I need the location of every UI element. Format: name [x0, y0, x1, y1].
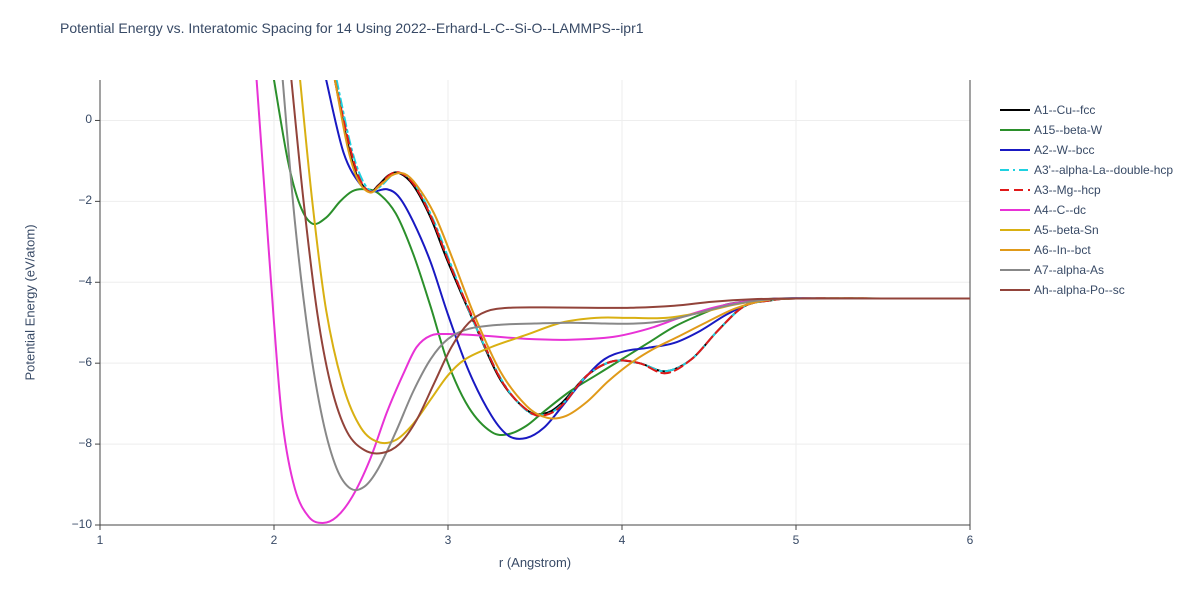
- legend-item[interactable]: A5--beta-Sn: [1000, 220, 1173, 240]
- legend-item[interactable]: A7--alpha-As: [1000, 260, 1173, 280]
- x-tick-label: 2: [254, 533, 294, 547]
- legend-swatch: [1000, 183, 1030, 197]
- legend-label: A15--beta-W: [1034, 123, 1102, 137]
- x-axis-label: r (Angstrom): [100, 555, 970, 570]
- legend-item[interactable]: A15--beta-W: [1000, 120, 1173, 140]
- y-tick-label: 0: [85, 112, 92, 126]
- legend-label: A1--Cu--fcc: [1034, 103, 1095, 117]
- x-tick-label: 4: [602, 533, 642, 547]
- legend-item[interactable]: A3--Mg--hcp: [1000, 180, 1173, 200]
- chart-container: Potential Energy vs. Interatomic Spacing…: [0, 0, 1200, 600]
- legend-item[interactable]: A6--In--bct: [1000, 240, 1173, 260]
- series-line-5[interactable]: [257, 80, 970, 523]
- legend-swatch: [1000, 203, 1030, 217]
- series-line-0[interactable]: [335, 80, 970, 414]
- legend-label: A3--Mg--hcp: [1034, 183, 1101, 197]
- y-tick-label: −10: [72, 517, 92, 531]
- legend-label: Ah--alpha-Po--sc: [1034, 283, 1125, 297]
- x-tick-label: 6: [950, 533, 990, 547]
- legend-item[interactable]: A4--C--dc: [1000, 200, 1173, 220]
- legend-swatch: [1000, 163, 1030, 177]
- legend-label: A4--C--dc: [1034, 203, 1086, 217]
- legend-item[interactable]: Ah--alpha-Po--sc: [1000, 280, 1173, 300]
- series-line-3[interactable]: [337, 80, 970, 416]
- y-tick-label: −8: [78, 436, 92, 450]
- y-tick-label: −4: [78, 274, 92, 288]
- legend-swatch: [1000, 123, 1030, 137]
- plot-svg: [99, 79, 971, 526]
- legend-label: A3'--alpha-La--double-hcp: [1034, 163, 1173, 177]
- legend-item[interactable]: A3'--alpha-La--double-hcp: [1000, 160, 1173, 180]
- series-line-8[interactable]: [283, 80, 970, 490]
- legend-swatch: [1000, 103, 1030, 117]
- legend-swatch: [1000, 283, 1030, 297]
- legend-item[interactable]: A2--W--bcc: [1000, 140, 1173, 160]
- series-line-2[interactable]: [326, 80, 970, 439]
- legend-label: A6--In--bct: [1034, 243, 1091, 257]
- chart-title: Potential Energy vs. Interatomic Spacing…: [60, 20, 644, 36]
- legend: A1--Cu--fcc A15--beta-W A2--W--bcc A3'--alp…: [1000, 100, 1173, 300]
- legend-swatch: [1000, 143, 1030, 157]
- y-tick-label: −2: [78, 193, 92, 207]
- series-line-6[interactable]: [300, 80, 970, 443]
- legend-swatch: [1000, 243, 1030, 257]
- legend-swatch: [1000, 263, 1030, 277]
- y-axis-label: Potential Energy (eV/atom): [23, 213, 38, 393]
- legend-label: A7--alpha-As: [1034, 263, 1104, 277]
- legend-swatch: [1000, 223, 1030, 237]
- series-line-4[interactable]: [335, 80, 970, 416]
- legend-label: A5--beta-Sn: [1034, 223, 1099, 237]
- y-tick-label: −6: [78, 355, 92, 369]
- x-tick-label: 3: [428, 533, 468, 547]
- x-tick-label: 5: [776, 533, 816, 547]
- legend-label: A2--W--bcc: [1034, 143, 1094, 157]
- x-tick-label: 1: [80, 533, 120, 547]
- legend-item[interactable]: A1--Cu--fcc: [1000, 100, 1173, 120]
